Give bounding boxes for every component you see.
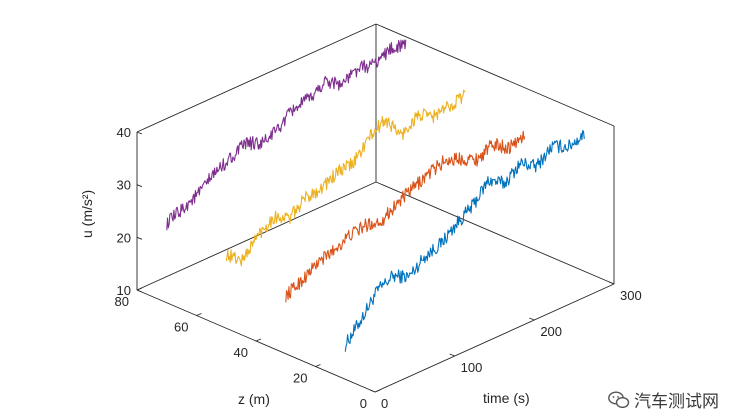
z-tick-mark [136, 131, 143, 135]
watermark: 汽车测试网 [608, 387, 719, 412]
y-tick-label: 0 [360, 396, 367, 411]
z-tick-mark [136, 289, 143, 293]
x-tick-label: 100 [461, 360, 483, 375]
z-tick-label: 20 [117, 230, 131, 245]
series-line [166, 39, 407, 231]
series-group [166, 39, 585, 352]
series-line [225, 89, 466, 267]
wechat-logo-icon [608, 390, 630, 408]
watermark-text: 汽车测试网 [634, 392, 719, 412]
z-tick-mark [136, 236, 143, 240]
axes-edge [375, 181, 615, 285]
x-tick-label: 0 [381, 396, 388, 411]
series-line [285, 130, 526, 303]
x-tick-label: 300 [620, 288, 642, 303]
y-tick-label: 20 [293, 371, 307, 386]
y-tick-mark [196, 313, 202, 316]
y-tick-label: 60 [174, 320, 188, 335]
z-axis-label: u (m/s²) [79, 190, 95, 238]
axes-edge [136, 23, 377, 133]
axes-edge [375, 23, 615, 127]
y-tick-mark [255, 338, 262, 342]
x-tick-mark [529, 317, 535, 321]
x-tick-mark [369, 389, 376, 393]
x-tick-label: 200 [540, 324, 562, 339]
x-tick-mark [449, 353, 455, 357]
y-axis-label: z (m) [238, 391, 270, 407]
y-tick-label: 40 [234, 345, 248, 360]
x-tick-mark [608, 281, 615, 285]
series-line [344, 129, 585, 352]
y-tick-mark [315, 364, 321, 367]
y-tick-mark [374, 389, 381, 393]
z-tick-label: 10 [117, 283, 131, 298]
y-tick-mark [136, 287, 143, 291]
z-tick-mark [136, 184, 143, 188]
y-tick-label: 80 [115, 294, 129, 309]
z-tick-label: 30 [117, 178, 131, 193]
axes-box [136, 23, 615, 393]
x-axis-label: time (s) [483, 390, 530, 406]
z-tick-label: 40 [117, 125, 131, 140]
axes-edge [374, 283, 615, 393]
